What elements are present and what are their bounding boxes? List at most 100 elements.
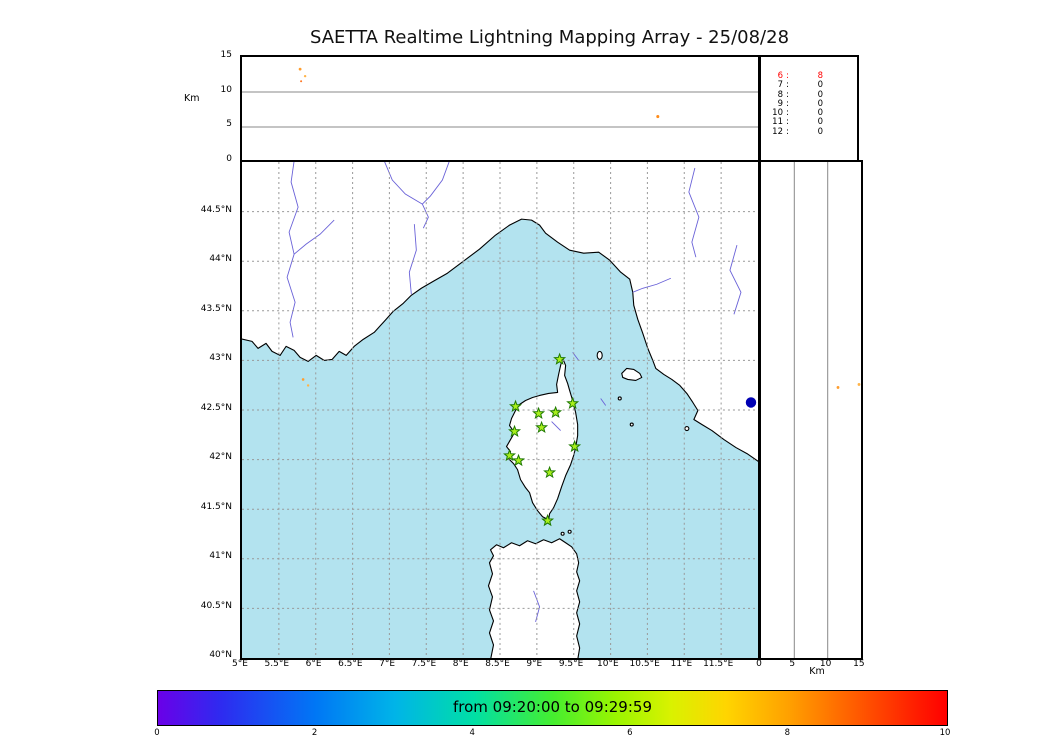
lightning-sources-latitude — [836, 383, 861, 389]
hour-count-row: 11: 0 — [770, 117, 857, 128]
latitude-tick-label: 44°N — [209, 254, 232, 264]
hour-count-row: 12: 0 — [770, 126, 857, 137]
lma-station-marker — [512, 453, 526, 467]
hourly-counts-panel: 6:8 7:0 8:0 9:0 10:0 11:0 12:0 — [759, 55, 859, 160]
separator: : — [786, 126, 789, 137]
rivers — [286, 162, 742, 623]
separator: : — [786, 80, 789, 91]
hour-count-row: 10: 0 — [770, 108, 857, 119]
maddalena-island-2 — [567, 529, 572, 534]
altitude-axis-label: Km — [184, 93, 200, 104]
latitude-tick-label: 42.5°N — [200, 402, 232, 413]
lightning-source-point — [836, 386, 840, 389]
altitude-longitude-panel — [240, 55, 760, 162]
sardinia-coastline — [487, 538, 581, 658]
colorbar-tick-label: 0 — [154, 728, 160, 738]
hour-value: 8 — [777, 89, 783, 100]
hour-value: 12 — [772, 126, 783, 137]
longitude-tick-label: 5°E — [232, 659, 248, 669]
latitude-altitude-plot — [793, 162, 861, 658]
lightning-source-point — [745, 397, 757, 408]
hour-count-row: 6: 8 — [770, 71, 857, 81]
latitude-tick-label: 43°N — [209, 353, 232, 363]
latitude-tick-label: 40.5°N — [200, 600, 232, 611]
colorbar-tick-label: 8 — [784, 728, 791, 738]
lightning-source-point — [303, 74, 307, 78]
lma-station-marker — [503, 448, 517, 462]
lma-station-marker — [535, 420, 549, 434]
longitude-tick-label: 10.5°E — [629, 659, 660, 669]
hour-count-row: 8: 0 — [770, 89, 857, 100]
hour-value: 6 — [777, 71, 783, 81]
capraia-island — [596, 350, 603, 360]
map-gridlines — [242, 162, 758, 658]
lma-station-marker — [508, 424, 522, 438]
altitude-tick-label: 10 — [220, 84, 232, 95]
lma-station-marker — [543, 465, 557, 479]
latitude-tick-label: 44.5°N — [200, 204, 232, 215]
lightning-source-point — [306, 384, 310, 387]
separator: : — [786, 98, 789, 109]
latitude-tick-label: 41°N — [209, 551, 232, 561]
altitude-tick-label: 5 — [226, 119, 232, 130]
map-panel — [240, 160, 760, 660]
lma-station-marker — [566, 396, 580, 410]
latitude-tick-label: 43.5°N — [200, 303, 232, 314]
lma-station-marker — [553, 352, 567, 365]
separator: : — [786, 108, 789, 119]
latitude-tick-label: 41.5°N — [200, 501, 232, 512]
hour-count-row: 7: 0 — [770, 80, 857, 91]
lightning-source-point — [298, 67, 302, 71]
count-value: 8 — [817, 71, 823, 81]
km-tick-label: 10 — [819, 659, 832, 669]
longitude-tick-label: 11.5°E — [703, 659, 734, 669]
longitude-tick-label: 9°E — [526, 659, 543, 669]
count-value: 0 — [817, 117, 823, 128]
lightning-sources-map — [301, 378, 757, 408]
count-value: 0 — [817, 89, 823, 100]
longitude-tick-label: 9.5°E — [558, 659, 584, 669]
lightning-source-point — [300, 80, 303, 83]
pianosa-island — [617, 396, 622, 401]
count-value: 0 — [817, 98, 823, 109]
montecristo-island — [629, 422, 634, 427]
river-network-north — [384, 162, 450, 229]
river-durance — [293, 219, 335, 255]
lightning-source-point — [656, 115, 660, 119]
colorbar-tick-label: 4 — [469, 728, 475, 738]
elba-island — [621, 367, 643, 381]
latitude-tick-label: 42°N — [209, 452, 232, 462]
longitude-tick-label: 6.5°E — [338, 659, 363, 669]
km-tick-label: 5 — [789, 659, 796, 669]
hour-value: 9 — [777, 98, 783, 109]
altitude-tick-label: 0 — [226, 154, 232, 165]
longitude-tick-label: 7°E — [379, 659, 396, 669]
latitude-altitude-panel — [759, 160, 863, 660]
altitude-tick-label: 15 — [220, 50, 232, 60]
longitude-tick-label: 8°E — [452, 659, 469, 669]
river-sardinia — [533, 590, 541, 623]
geographic-map — [242, 162, 758, 658]
longitude-tick-label: 7.5°E — [411, 659, 437, 669]
separator: : — [786, 117, 789, 128]
separator: : — [786, 89, 789, 100]
corsica-coastline — [505, 357, 579, 521]
count-value: 0 — [817, 108, 823, 119]
maddalena-island — [560, 531, 565, 536]
colorbar-tick-label: 10 — [939, 728, 951, 738]
count-value: 0 — [817, 80, 823, 91]
giglio-island — [684, 425, 690, 432]
lma-station-marker — [541, 513, 555, 527]
altitude-axis-label-right: Km — [809, 666, 825, 677]
colorbar-label: from 09:20:00 to 09:29:59 — [452, 698, 652, 716]
mainland-coastline — [242, 162, 758, 462]
km-tick-label: 0 — [756, 659, 762, 669]
lightning-sources-altitude — [298, 67, 660, 119]
longitude-tick-label: 10°E — [597, 659, 619, 669]
lma-stations — [503, 352, 582, 527]
time-colorbar: from 09:20:00 to 09:29:59 — [157, 690, 948, 726]
colorbar-tick-label: 6 — [627, 728, 633, 738]
lightning-source-point — [301, 378, 305, 381]
lma-station-marker — [549, 405, 563, 419]
